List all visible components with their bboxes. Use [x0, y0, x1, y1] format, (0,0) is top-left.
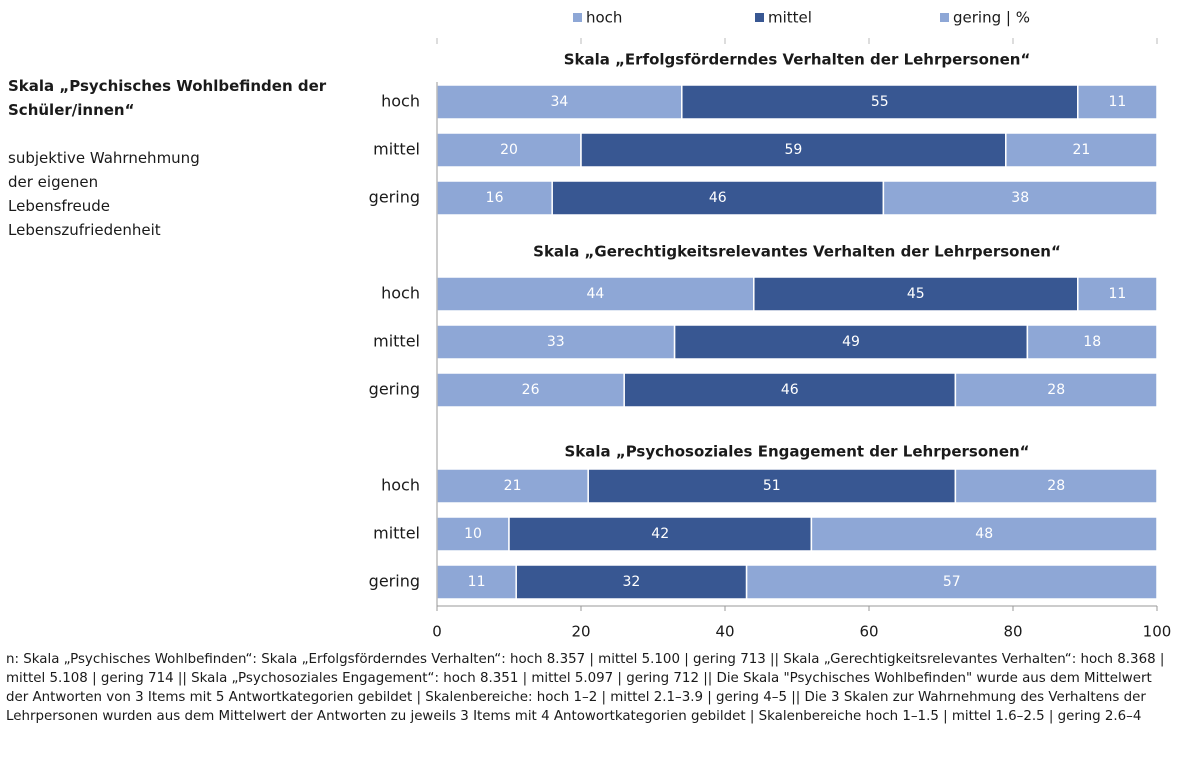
- value-label: 33: [547, 334, 565, 350]
- value-label: 32: [622, 574, 640, 590]
- legend-label: hoch: [586, 9, 622, 27]
- bar-segment: [1005, 132, 1158, 168]
- value-label: 28: [1047, 478, 1065, 494]
- category-label: mittel: [373, 524, 420, 543]
- value-label: 20: [500, 142, 518, 158]
- value-label: 38: [1011, 190, 1029, 206]
- category-label: hoch: [381, 92, 420, 111]
- bar-segment: [673, 324, 1029, 360]
- value-label: 46: [709, 190, 727, 206]
- value-label: 21: [1072, 142, 1090, 158]
- value-label: 18: [1083, 334, 1101, 350]
- value-label: 10: [464, 526, 482, 542]
- side-line: subjektive Wahrnehmung: [8, 149, 200, 167]
- category-label: gering: [369, 188, 420, 207]
- bar-segment: [515, 564, 748, 600]
- side-line: Lebenszufriedenheit: [8, 221, 161, 239]
- x-tick-label: 100: [1143, 623, 1172, 641]
- x-tick-label: 60: [859, 623, 878, 641]
- footnote: n: Skala „Psychisches Wohlbefinden“: Ska…: [6, 652, 1165, 724]
- panel-title: Skala „Erfolgsförderndes Verhalten der L…: [564, 51, 1031, 69]
- category-label: mittel: [373, 140, 420, 159]
- category-label: hoch: [381, 284, 420, 303]
- legend-label: gering | %: [953, 9, 1030, 27]
- value-label: 21: [504, 478, 522, 494]
- chart: hoch mittel gering | % Skala „Erfolgsförder…: [369, 9, 1172, 641]
- legend-swatch: [573, 13, 582, 22]
- value-label: 26: [522, 382, 540, 398]
- value-label: 11: [468, 574, 486, 590]
- x-tick-label: 80: [1003, 623, 1022, 641]
- bar-segment: [623, 372, 957, 408]
- bar-segment: [1077, 84, 1158, 120]
- value-label: 16: [486, 190, 504, 206]
- side-title: Skala „Psychisches Wohlbefinden der Schü…: [8, 77, 327, 119]
- x-tick-label: 40: [715, 623, 734, 641]
- category-label: hoch: [381, 476, 420, 495]
- bar-segment: [436, 516, 510, 552]
- bar-segment: [753, 276, 1079, 312]
- category-label: gering: [369, 380, 420, 399]
- bar-segment: [436, 324, 676, 360]
- value-label: 45: [907, 286, 925, 302]
- value-label: 28: [1047, 382, 1065, 398]
- value-label: 11: [1108, 94, 1126, 110]
- bar-segment: [681, 84, 1079, 120]
- bar-segment: [436, 276, 755, 312]
- bar-segment: [954, 468, 1158, 504]
- value-label: 51: [763, 478, 781, 494]
- panel-title: Skala „Gerechtigkeitsrelevantes Verhalte…: [533, 243, 1061, 261]
- value-label: 44: [586, 286, 604, 302]
- side-line: der eigenen: [8, 173, 99, 191]
- side-text: Skala „Psychisches Wohlbefinden der Schü…: [8, 74, 348, 242]
- value-label: 11: [1108, 286, 1126, 302]
- bar-segment: [1026, 324, 1158, 360]
- bar-segment: [882, 180, 1158, 216]
- value-label: 42: [651, 526, 669, 542]
- x-tick-label: 0: [432, 623, 442, 641]
- bar-segment: [1077, 276, 1158, 312]
- side-line: Lebensfreude: [8, 197, 110, 215]
- value-label: 59: [784, 142, 802, 158]
- value-label: 49: [842, 334, 860, 350]
- value-label: 55: [871, 94, 889, 110]
- bar-segment: [580, 132, 1007, 168]
- value-label: 34: [550, 94, 568, 110]
- bar-segment: [745, 564, 1158, 600]
- legend-label: mittel: [768, 9, 812, 27]
- x-tick-label: 20: [571, 623, 590, 641]
- value-label: 48: [975, 526, 993, 542]
- bar-segment: [587, 468, 957, 504]
- legend-swatch: [755, 13, 764, 22]
- legend-swatch: [940, 13, 949, 22]
- category-label: mittel: [373, 332, 420, 351]
- bar-segment: [810, 516, 1158, 552]
- value-label: 57: [943, 574, 961, 590]
- category-label: gering: [369, 572, 420, 591]
- bar-segment: [954, 372, 1158, 408]
- value-label: 46: [781, 382, 799, 398]
- panel-title: Skala „Psychosoziales Engagement der Leh…: [564, 443, 1029, 461]
